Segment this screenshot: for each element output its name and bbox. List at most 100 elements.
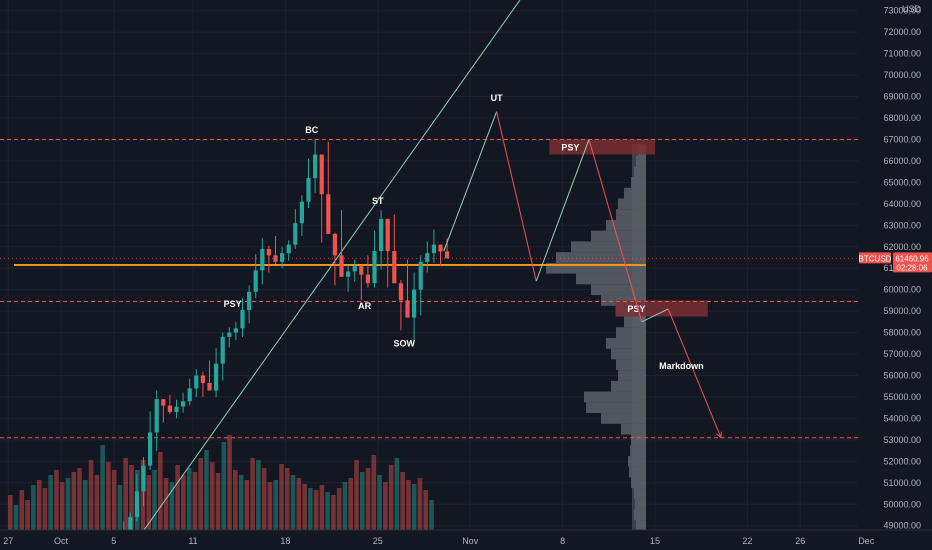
wyckoff-label: UT [491,93,503,103]
projection-segment [535,139,590,282]
volume-profile [546,143,646,532]
volume-bar [111,470,117,530]
wyckoff-label: PSY [224,299,242,309]
volume-profile-bar [616,209,646,220]
volume-profile-base [632,143,646,530]
candle-body [313,154,318,179]
projection-segment [588,139,643,323]
volume-bar [267,482,273,530]
price-axis[interactable]: 49000.00 50000.00 51000.00 52000.00 53000.00… [858,0,932,550]
volume-bar [250,458,255,530]
arrow-head [716,431,722,439]
candle-body [260,248,265,271]
volume-bar [388,465,394,530]
volume-profile-bar [586,402,646,414]
volume-bar [8,495,13,530]
trendline [143,0,521,531]
price-tick-label: 52000.00 [883,456,921,466]
psy-zone-box [615,300,708,317]
projection-segment [667,308,722,438]
psy-zone-label: PSY [561,142,579,152]
volume-bar [146,475,152,530]
time-tick-label: Oct [54,536,69,546]
volume-bar [192,472,198,530]
volume-bar [279,464,284,530]
price-tick-label: 66000.00 [883,156,921,166]
candle-body [398,283,403,301]
volume-profile-bar [601,413,646,424]
volume-bar [175,465,180,530]
price-tick-label: 73000.00 [883,6,921,16]
volume-bar [65,478,71,530]
candle-body [214,363,219,391]
volume-bar [204,450,209,530]
volume-bar [354,460,359,530]
wyckoff-label: Markdown [659,361,704,371]
candle-body [293,223,298,245]
volume-bar [106,462,111,530]
price-tick-label: 65000.00 [883,177,921,187]
volume-profile-bar [591,284,646,296]
price-tick-label: 67000.00 [883,134,921,144]
candle-body [372,251,377,284]
volume-bar [284,468,290,530]
price-tick-label: 72000.00 [883,27,921,37]
price-tick-label: 68000.00 [883,113,921,123]
candle-body [181,401,186,407]
candle-body [266,248,271,256]
volume-bar [371,455,377,530]
volume-bar [319,485,325,530]
volume-bar [19,490,25,530]
volume-profile-bar [616,359,646,371]
volume-bar [36,480,42,530]
time-tick-label: 22 [742,536,752,546]
volume-bar [13,505,19,530]
candle-body [306,178,311,202]
candle-body [141,465,146,492]
candle-body [161,399,166,406]
volume-profile-bar [616,327,646,338]
candle-body [445,251,450,259]
volume-bar [377,475,382,530]
volume-bar [365,468,371,530]
volume-bar [290,475,296,530]
time-tick-label: 11 [188,536,197,546]
candle-body [332,233,337,256]
volume-profile-bar [591,230,646,242]
price-tick-label: 49000.00 [883,521,921,531]
candle-body [365,274,370,284]
price-tick-label: 71000.00 [883,49,921,59]
volume-bar [313,490,319,530]
projection-segment [641,308,669,323]
price-tick-label: 56000.00 [883,371,921,381]
volume-bar [227,435,232,530]
projection-segment [496,111,537,282]
volume-bar [48,475,53,530]
countdown-text: 02:28:06 [896,263,928,272]
candle-body [379,218,384,252]
candle-body [425,253,430,262]
time-axis[interactable]: 27 Oct 5 11 18 25 Nov 8 15 22 26 Dec [0,529,932,550]
projection-path [443,111,722,439]
volume-bar [152,470,157,530]
volume-bar [256,460,261,530]
volume-bar [77,468,82,530]
time-tick-label: 27 [3,536,13,546]
volume-bar [331,495,336,530]
volume-bar [342,482,348,530]
candle-body [154,399,159,433]
price-tick-label: 53000.00 [883,435,921,445]
volume-bar [198,458,203,530]
candle-body [167,405,172,412]
candle-body [194,375,199,389]
volume-profile-bar [606,337,646,349]
candle-body [392,251,397,284]
price-tick-label: 64000.00 [883,199,921,209]
candle-body [405,300,410,318]
candle-body [438,244,443,252]
candle-body [280,253,285,262]
time-tick-label: 25 [373,536,383,546]
candle-body [385,218,390,252]
